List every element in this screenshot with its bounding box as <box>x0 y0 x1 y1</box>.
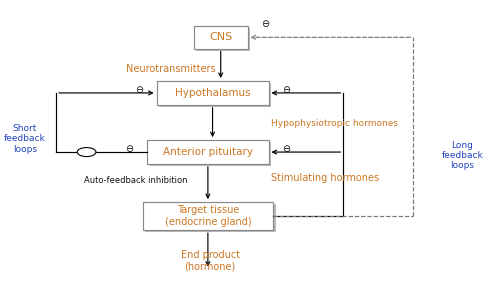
Text: ⊖: ⊖ <box>135 85 143 95</box>
FancyBboxPatch shape <box>194 26 247 49</box>
Text: Stimulating hormones: Stimulating hormones <box>271 173 379 183</box>
FancyBboxPatch shape <box>147 140 269 164</box>
Text: ⊖: ⊖ <box>125 144 134 154</box>
FancyBboxPatch shape <box>156 81 269 105</box>
Text: Hypothalamus: Hypothalamus <box>175 88 250 98</box>
FancyBboxPatch shape <box>150 142 271 166</box>
Text: Hypophysiotropic hormones: Hypophysiotropic hormones <box>271 119 398 128</box>
Text: Anterior pituitary: Anterior pituitary <box>163 147 253 157</box>
Text: Short
feedback
loops: Short feedback loops <box>4 124 46 154</box>
Text: ⊖: ⊖ <box>282 144 290 154</box>
Ellipse shape <box>77 147 96 156</box>
Text: Neurotransmitters: Neurotransmitters <box>126 64 216 74</box>
Text: Auto-feedback inhibition: Auto-feedback inhibition <box>84 176 188 185</box>
FancyBboxPatch shape <box>159 83 271 107</box>
Text: Long
feedback
loops: Long feedback loops <box>441 141 483 170</box>
Text: End product
(hormone): End product (hormone) <box>181 250 240 271</box>
FancyBboxPatch shape <box>145 204 276 232</box>
Text: Target tissue
(endocrine gland): Target tissue (endocrine gland) <box>165 205 251 227</box>
FancyBboxPatch shape <box>196 28 250 51</box>
Text: ⊖: ⊖ <box>261 19 269 29</box>
FancyBboxPatch shape <box>142 202 273 230</box>
Text: ⊖: ⊖ <box>282 85 290 95</box>
Text: CNS: CNS <box>209 32 232 42</box>
